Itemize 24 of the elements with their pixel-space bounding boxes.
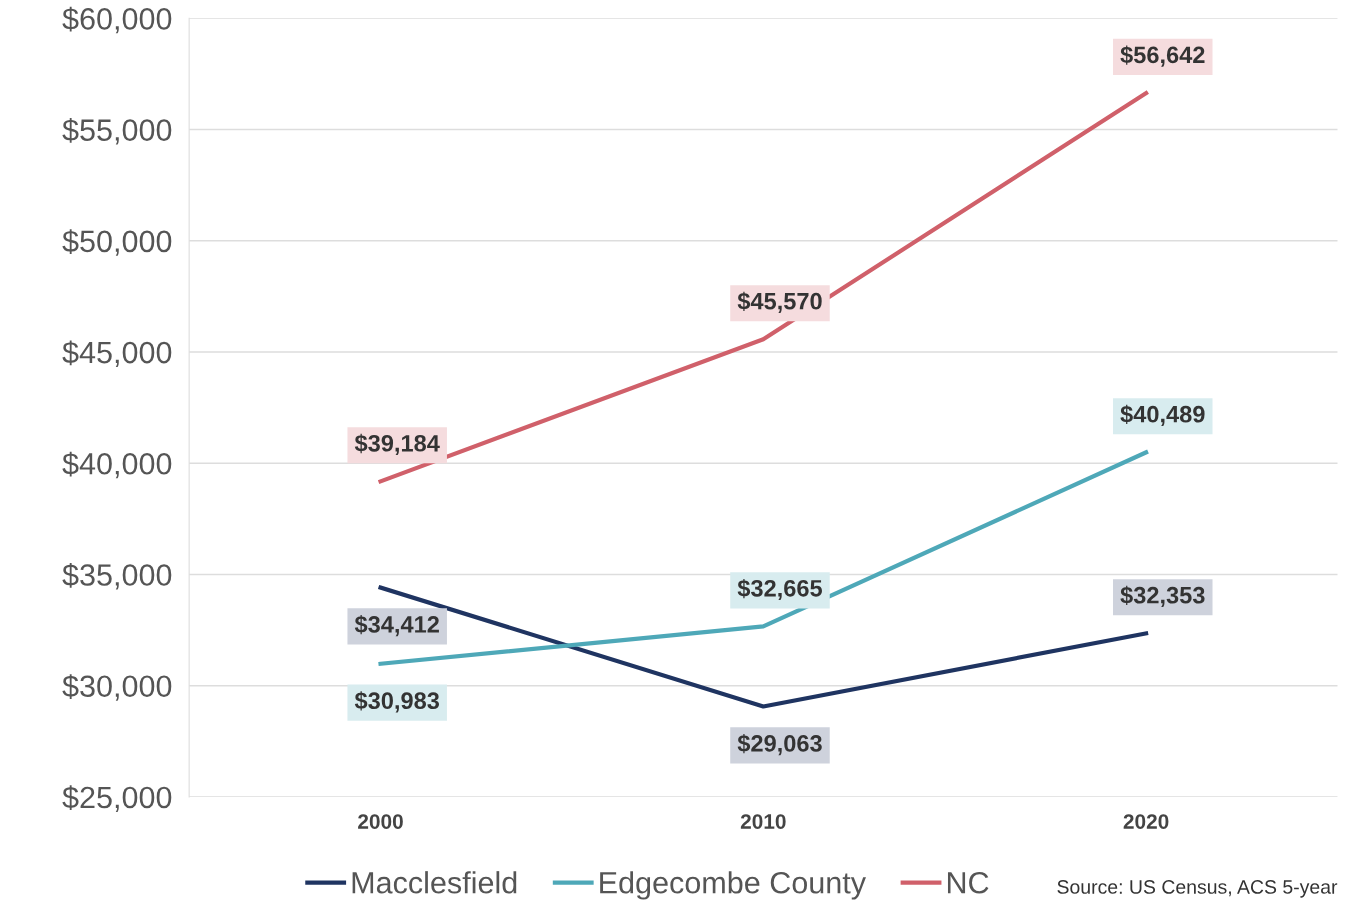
data-label: $34,412 — [354, 615, 439, 637]
data-label: $39,184 — [354, 433, 440, 456]
y-tick-label: $55,000 — [62, 118, 172, 145]
y-tick-label: $40,000 — [62, 451, 172, 479]
data-label: $32,665 — [737, 578, 822, 601]
legend-label: Edgecombe County — [600, 871, 866, 900]
x-tick-label: 2000 — [358, 814, 403, 829]
data-label: $30,983 — [354, 691, 440, 713]
data-label: $40,489 — [1120, 404, 1205, 427]
y-tick-label: $30,000 — [62, 674, 172, 701]
data-label: $56,642 — [1120, 45, 1205, 67]
y-tick-label: $45,000 — [62, 340, 172, 367]
y-tick-label: $25,000 — [62, 785, 172, 812]
source-note: Source: US Census, ACS 5-year — [1057, 880, 1338, 898]
data-label: $45,570 — [737, 291, 822, 313]
y-tick-label: $50,000 — [62, 229, 172, 256]
x-tick-label: 2010 — [740, 814, 786, 829]
x-tick-label: 2020 — [1123, 814, 1169, 829]
legend-label: Macclesfield — [352, 871, 517, 894]
y-tick-label: $35,000 — [62, 562, 172, 590]
y-tick-label: $60,000 — [62, 6, 172, 34]
data-label: $32,353 — [1120, 585, 1205, 607]
legend-label: NC — [947, 871, 989, 894]
data-label: $29,063 — [737, 734, 822, 756]
